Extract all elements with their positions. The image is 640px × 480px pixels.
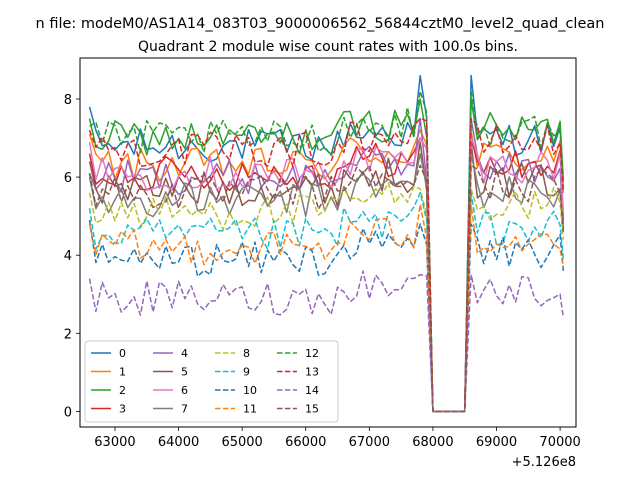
series-line-14 (88, 270, 565, 413)
legend-label-13: 13 (305, 366, 319, 379)
legend-label-15: 15 (305, 403, 319, 416)
x-axis-ticks: 63000 64000 65000 66000 67000 68000 69000 70000 (94, 427, 581, 450)
legend-label-8: 8 (243, 347, 250, 360)
legend-label-10: 10 (243, 384, 257, 397)
legend-label-12: 12 (305, 347, 319, 360)
y-tick-label: 4 (64, 249, 72, 264)
x-tick-label: 64000 (158, 435, 199, 450)
y-tick-label: 2 (64, 327, 72, 342)
legend-label-0: 0 (119, 347, 126, 360)
series-line-6 (88, 137, 565, 413)
legend-label-5: 5 (181, 366, 188, 379)
x-tick-label: 67000 (349, 435, 390, 450)
series-line-12 (89, 90, 565, 413)
axes-frame (79, 57, 577, 428)
x-tick-label: 63000 (94, 435, 135, 450)
y-tick-label: 8 (64, 93, 72, 108)
x-tick-label: 69000 (476, 435, 517, 450)
y-axis-ticks: 0 2 4 6 8 (64, 93, 80, 420)
y-tick-label: 6 (64, 171, 72, 186)
x-tick-label: 68000 (412, 435, 453, 450)
series-line-15 (88, 164, 565, 413)
legend-label-7: 7 (181, 403, 188, 416)
figure-suptitle: n file: modeM0/AS1A14_083T03_9000006562_… (36, 16, 605, 32)
x-tick-label: 65000 (221, 435, 262, 450)
series-line-9 (88, 191, 565, 413)
series-line-13 (88, 117, 565, 413)
chart-title: Quadrant 2 module wise count rates with … (138, 39, 518, 55)
legend-label-6: 6 (181, 384, 188, 397)
x-tick-label: 70000 (539, 435, 580, 450)
series-line-10 (88, 219, 565, 413)
legend-box (84, 340, 339, 423)
plot-lines (88, 74, 565, 413)
series-line-2 (88, 98, 565, 413)
x-axis-offset-label: +5.126e8 (512, 455, 576, 470)
series-line-11 (88, 203, 565, 413)
legend-label-11: 11 (243, 403, 257, 416)
legend-label-3: 3 (119, 403, 126, 416)
y-tick-label: 0 (64, 405, 72, 420)
legend-label-14: 14 (305, 384, 319, 397)
legend-label-1: 1 (119, 366, 126, 379)
legend-label-9: 9 (243, 366, 250, 379)
x-tick-label: 66000 (285, 435, 326, 450)
series-line-4 (88, 117, 565, 413)
legend-label-4: 4 (181, 347, 188, 360)
legend-label-2: 2 (119, 384, 126, 397)
